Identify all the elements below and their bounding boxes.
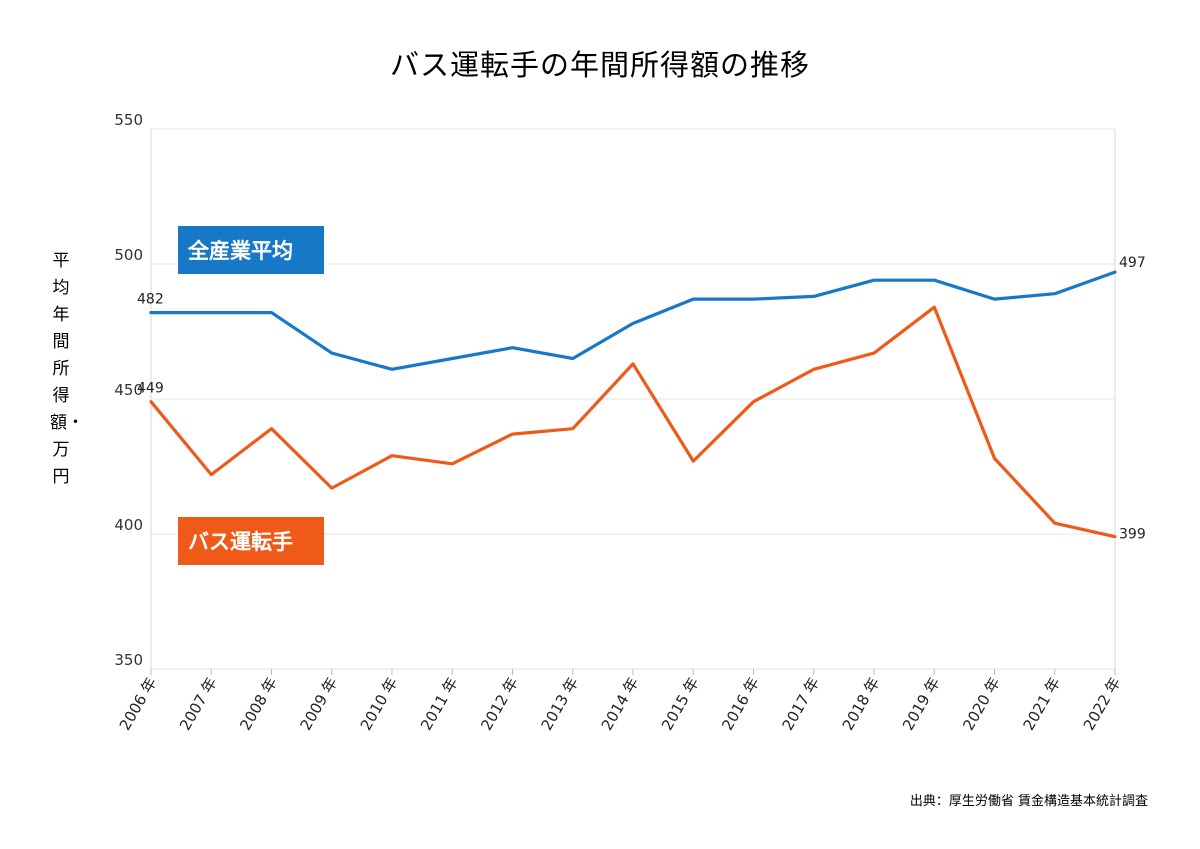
x-tick-label: 2020 年 — [959, 674, 1004, 733]
x-tick-label: 2015 年 — [658, 674, 703, 733]
x-tick-label: 2007 年 — [176, 674, 221, 733]
y-tick-500: 500 — [114, 246, 143, 264]
x-tick-label: 2013 年 — [538, 674, 583, 733]
x-tick-label: 2022 年 — [1080, 674, 1125, 733]
x-tick-label: 2011 年 — [417, 674, 462, 733]
data-labels: 482 497 449 399 — [137, 255, 1146, 543]
chart-title: バス運転手の年間所得額の推移 — [389, 48, 810, 82]
x-tick-label: 2006 年 — [116, 674, 161, 733]
data-label-end: 399 — [1119, 527, 1146, 543]
x-tick-label: 2014 年 — [598, 674, 643, 733]
data-label-start: 449 — [137, 381, 164, 397]
y-tick-400: 400 — [114, 516, 143, 534]
series-line-1 — [149, 305, 1117, 539]
y-tick-450: 450 — [114, 381, 143, 399]
legend-box-1 — [178, 517, 324, 565]
x-tick-label: 2018 年 — [839, 674, 884, 733]
data-label-start: 482 — [137, 292, 164, 308]
legend-label-0: 全産業平均 — [187, 239, 293, 263]
x-tick-label: 2010 年 — [357, 674, 402, 733]
x-tick-label: 2009 年 — [297, 674, 342, 733]
x-tick-label: 2019 年 — [899, 674, 944, 733]
x-tick-label: 2017 年 — [779, 674, 824, 733]
x-tick-label: 2016 年 — [718, 674, 763, 733]
y-tick-labels: 350 400 450 500 550 — [114, 111, 143, 669]
x-tick-label: 2008 年 — [236, 674, 281, 733]
y-tick-350: 350 — [114, 651, 143, 669]
series-lines — [149, 270, 1117, 539]
legend-label-1: バス運転手 — [188, 530, 293, 554]
legend-box-0 — [178, 226, 324, 274]
source-note: 出典：厚生労働省 賃金構造基本統計調査 — [909, 794, 1148, 809]
data-label-end: 497 — [1119, 255, 1146, 271]
y-tick-550: 550 — [114, 111, 143, 129]
x-tick-labels: 2006 年 2007 年 2008 年 2009 年 2010 年 2011 年 2012… — [116, 674, 1125, 733]
x-tick-label: 2012 年 — [477, 674, 522, 733]
x-tick-label: 2021 年 — [1020, 674, 1065, 733]
series-line-0 — [149, 270, 1117, 371]
